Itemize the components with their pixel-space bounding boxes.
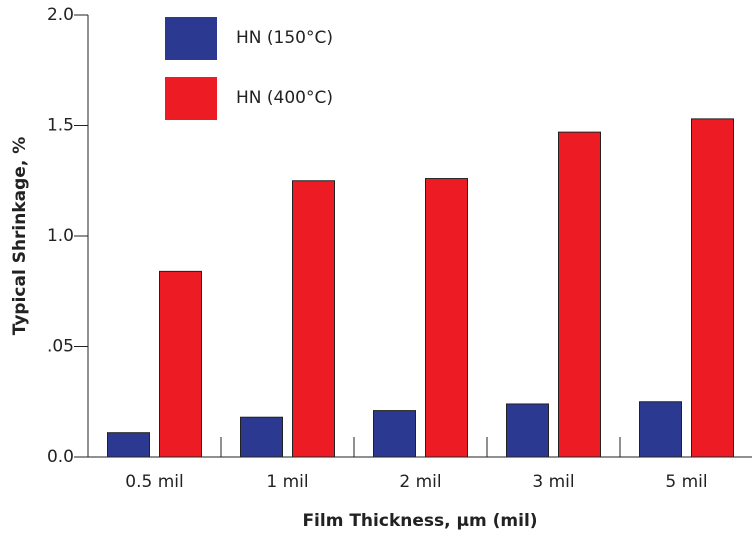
x-tick-label: 0.5 mil	[125, 472, 183, 492]
y-tick-label: 1.5	[47, 116, 74, 136]
bar	[373, 410, 416, 458]
y-tick-label: 1.0	[47, 226, 74, 246]
x-axis-title: Film Thickness, µm (mil)	[302, 511, 537, 531]
bar	[506, 403, 549, 458]
bar	[107, 432, 150, 458]
x-tick-label: 3 mil	[532, 472, 574, 492]
bar	[159, 270, 202, 458]
legend-swatch	[165, 17, 217, 60]
y-tick-label: 2.0	[47, 5, 74, 25]
bar	[292, 180, 335, 458]
bar	[558, 131, 601, 458]
legend-swatch	[165, 77, 217, 120]
bar	[240, 416, 283, 458]
x-tick-label: 2 mil	[399, 472, 441, 492]
y-tick-label: .05	[47, 337, 74, 357]
bar	[425, 178, 468, 458]
bar	[639, 401, 682, 458]
x-tick-label: 1 mil	[266, 472, 308, 492]
y-tick-label: 0.0	[47, 447, 74, 467]
x-tick-label: 5 mil	[665, 472, 707, 492]
legend-label: HN (400°C)	[236, 88, 333, 108]
legend-label: HN (150°C)	[236, 28, 333, 48]
y-axis-title: Typical Shrinkage, %	[10, 137, 30, 336]
bar	[691, 118, 734, 458]
